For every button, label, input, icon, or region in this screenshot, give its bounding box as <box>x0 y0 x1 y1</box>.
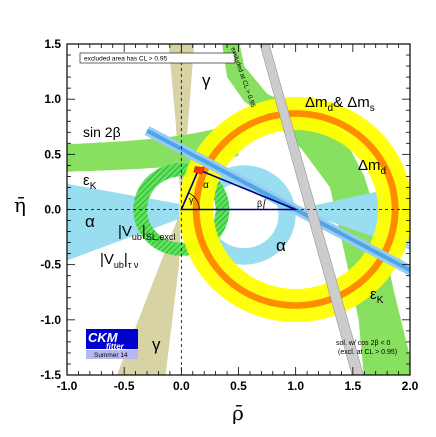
gamma-angle-label: γ <box>189 195 194 205</box>
gamma-excluded-band <box>259 44 364 375</box>
y-tick-label: 0.5 <box>44 147 61 161</box>
dmd-label: Δmd <box>358 157 386 177</box>
svg-text:fitter: fitter <box>106 342 125 351</box>
ckmfitter-logo: CKM fitter Summer 14 <box>86 329 138 359</box>
excluded-note: excluded area has CL > 0.95 <box>84 56 167 63</box>
y-tick-label: -1.0 <box>40 313 61 327</box>
svg-text:Δmd: Δmd <box>358 157 386 177</box>
x-tick-labels: -1.0 -0.5 0.0 0.5 1.0 1.5 2.0 <box>57 379 419 393</box>
x-tick-label: 1.0 <box>287 379 304 393</box>
beta-arc <box>263 199 266 210</box>
y-tick-label: 0.0 <box>44 203 61 217</box>
y-tick-labels: -1.5 -1.0 -0.5 0.0 0.5 1.0 1.5 <box>40 37 61 382</box>
y-tick-label: 1.5 <box>44 37 61 51</box>
gamma-region-top <box>168 44 195 210</box>
alpha-region-left <box>67 183 199 261</box>
svg-text:Δmd& Δms: Δmd& Δms <box>305 94 375 114</box>
beta-label: β <box>257 199 262 209</box>
svg-text:|Vub|τ ν: |Vub|τ ν <box>100 251 139 270</box>
x-tick-label: -1.0 <box>57 379 78 393</box>
sin2beta-label: sin 2β <box>83 124 121 140</box>
x-tick-label: -0.5 <box>114 379 135 393</box>
vub-tau-label: |Vub|τ ν <box>100 251 139 270</box>
svg-text:Summer 14: Summer 14 <box>94 352 128 359</box>
svg-text:CKM: CKM <box>88 330 119 345</box>
y-tick-label: -0.5 <box>40 258 61 272</box>
tick-marks <box>66 43 411 376</box>
epsilon-label-left: εK <box>83 172 97 192</box>
dmd-dms-label: Δmd& Δms <box>305 94 375 114</box>
gamma-label-bottom: γ <box>152 335 161 354</box>
alpha-label-apex: α <box>203 180 209 191</box>
y-axis-title: η̄ <box>14 193 26 217</box>
y-tick-label: -1.5 <box>40 368 61 382</box>
x-tick-label: 0.0 <box>173 379 190 393</box>
x-tick-label: 1.5 <box>344 379 361 393</box>
epsilon-label-right: εK <box>370 286 384 306</box>
alpha-label-right: α <box>276 236 286 255</box>
constraint-regions <box>67 44 410 375</box>
svg-text:|Vub|SL,excl: |Vub|SL,excl <box>118 223 175 242</box>
vub-sl-label: |Vub|SL,excl <box>118 223 175 242</box>
svg-text:εK: εK <box>83 172 97 192</box>
x-axis-title: ρ̄ <box>232 401 244 425</box>
apex-region <box>193 166 205 175</box>
y-tick-label: 1.0 <box>44 92 61 106</box>
unitarity-triangle <box>180 168 296 211</box>
svg-text:εK: εK <box>370 286 384 306</box>
sin2beta-band-inner <box>146 128 410 273</box>
excluded-note-box <box>79 52 236 64</box>
x-tick-label: 2.0 <box>402 379 419 393</box>
alpha-label-left: α <box>85 212 95 231</box>
dmd-dms-ring <box>179 97 410 322</box>
sol-note-1: sol. w/ cos 2β < 0 <box>336 340 391 347</box>
x-tick-label: 0.5 <box>230 379 247 393</box>
gamma-label-top: γ <box>202 71 211 90</box>
sol-note-2: (excl. at CL > 0.95) <box>338 349 397 356</box>
gamma-arc <box>188 192 200 210</box>
